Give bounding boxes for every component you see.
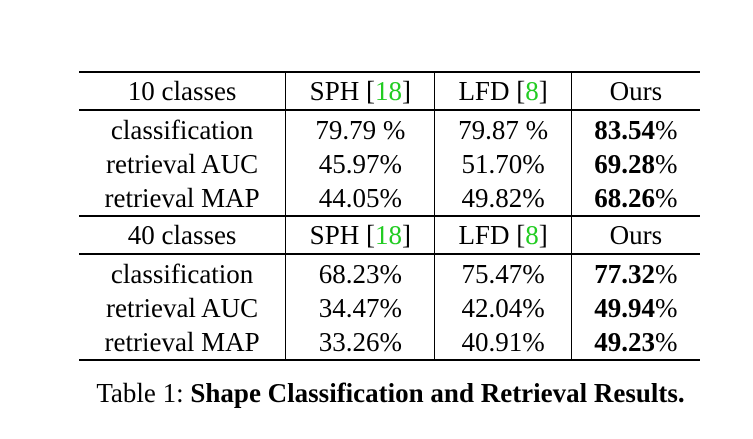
header-lfd: LFD [8] xyxy=(434,71,572,110)
header-ours: Ours xyxy=(570,71,700,110)
header-lfd: LFD [8] xyxy=(434,215,572,254)
table-header-row: 10 classes SPH [18] LFD [8] Ours xyxy=(79,71,700,110)
header-classes: 10 classes xyxy=(79,71,286,110)
sph-value: 79.79 % xyxy=(285,109,435,147)
row-label: retrieval AUC xyxy=(105,292,259,323)
caption-title: Shape Classification and Retrieval Resul… xyxy=(190,378,685,408)
lfd-value: 42.04% xyxy=(434,291,572,325)
ours-value: 83.54% xyxy=(570,109,700,147)
table-row: classification 68.23% 75.47% 77.32% xyxy=(79,253,700,291)
ours-value: 69.28% xyxy=(570,147,700,181)
ours-value: 68.26% xyxy=(570,181,700,216)
ours-value: 77.32% xyxy=(570,253,700,291)
table-row: retrieval MAP 33.26% 40.91% 49.23% xyxy=(79,325,700,361)
citation-link[interactable]: 8 xyxy=(525,219,539,250)
table-header-row: 40 classes SPH [18] LFD [8] Ours xyxy=(79,215,700,254)
row-label: retrieval MAP xyxy=(79,325,286,361)
sph-value: 68.23% xyxy=(285,253,435,291)
table-row: retrieval AUC 45.97% 51.70% 69.28% xyxy=(79,147,700,181)
lfd-value: 75.47% xyxy=(434,253,572,291)
lfd-value: 51.70% xyxy=(434,147,572,181)
table-row: retrieval AUC 34.47% 42.04% 49.94% xyxy=(79,291,700,325)
citation-link[interactable]: 18 xyxy=(374,219,402,250)
table-row: classification 79.79 % 79.87 % 83.54% xyxy=(79,109,700,147)
lfd-value: 49.82% xyxy=(434,181,572,216)
caption-prefix: Table 1: xyxy=(96,378,191,408)
sph-value: 34.47% xyxy=(285,291,435,325)
sph-value: 45.97% xyxy=(285,147,435,181)
sph-value: 44.05% xyxy=(285,181,435,216)
results-table: 10 classes SPH [18] LFD [8] Ours classif… xyxy=(79,71,700,361)
lfd-value: 40.91% xyxy=(434,325,572,361)
row-label: classification xyxy=(79,109,286,147)
citation-link[interactable]: 8 xyxy=(525,75,539,106)
row-label: retrieval AUC xyxy=(105,148,259,179)
row-label: retrieval MAP xyxy=(104,182,260,213)
header-sph: SPH [18] xyxy=(285,215,435,254)
lfd-value: 79.87 % xyxy=(434,109,572,147)
table-caption: Table 1: Shape Classification and Retrie… xyxy=(0,378,753,409)
sph-value: 33.26% xyxy=(285,325,435,361)
header-sph: SPH [18] xyxy=(285,71,435,110)
citation-link[interactable]: 18 xyxy=(374,75,402,106)
header-ours: Ours xyxy=(570,215,700,254)
ours-value: 49.94% xyxy=(570,291,700,325)
table-row: retrieval MAP 44.05% 49.82% 68.26% xyxy=(79,181,700,216)
row-label: classification xyxy=(79,253,286,291)
ours-value: 49.23% xyxy=(570,325,700,361)
header-classes: 40 classes xyxy=(79,215,286,254)
